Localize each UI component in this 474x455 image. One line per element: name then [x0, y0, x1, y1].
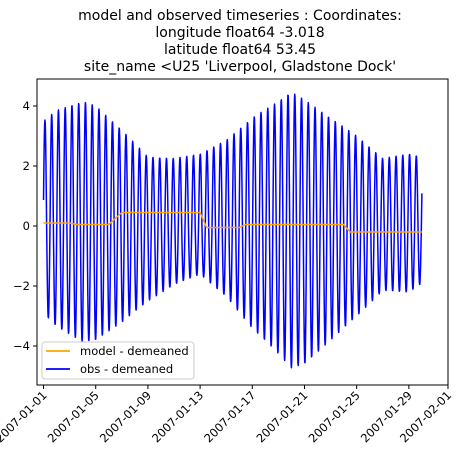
- x-tick-label: 2007-01-25: [306, 388, 363, 445]
- chart-title: model and observed timeseries : Coordina…: [78, 8, 402, 75]
- x-axis: 2007-01-012007-01-052007-01-092007-01-13…: [0, 385, 454, 445]
- obs-series-line: [42, 93, 423, 369]
- title-line-3: latitude float64 53.45: [164, 42, 316, 58]
- legend-label-obs: obs - demeaned: [80, 362, 173, 376]
- x-tick-label: 2007-01-09: [97, 388, 154, 445]
- y-axis: −4 −2 0 2 4: [13, 99, 37, 353]
- plot-frame: [36, 78, 449, 386]
- legend-box: [41, 341, 195, 380]
- y-tick-label: 4: [23, 99, 30, 113]
- y-tick-label: −2: [13, 279, 30, 293]
- x-tick-label: 2007-01-21: [253, 388, 310, 445]
- title-line-1: model and observed timeseries : Coordina…: [78, 8, 402, 24]
- y-tick-label: 0: [23, 219, 30, 233]
- model-series-line: [43, 211, 422, 233]
- title-line-2: longitude float64 -3.018: [155, 25, 324, 41]
- legend-label-model: model - demeaned: [80, 344, 189, 358]
- title-line-4: site_name <U25 'Liverpool, Gladstone Doc…: [84, 59, 396, 75]
- y-tick-label: 2: [23, 159, 30, 173]
- x-tick-label: 2007-01-05: [45, 388, 102, 445]
- legend: model - demeaned obs - demeaned: [41, 341, 195, 380]
- x-tick-label: 2007-01-01: [0, 388, 50, 445]
- x-tick-label: 2007-01-17: [201, 388, 258, 445]
- series-group: [42, 93, 423, 369]
- x-tick-label: 2007-01-13: [149, 388, 206, 445]
- y-tick-label: −4: [13, 339, 30, 353]
